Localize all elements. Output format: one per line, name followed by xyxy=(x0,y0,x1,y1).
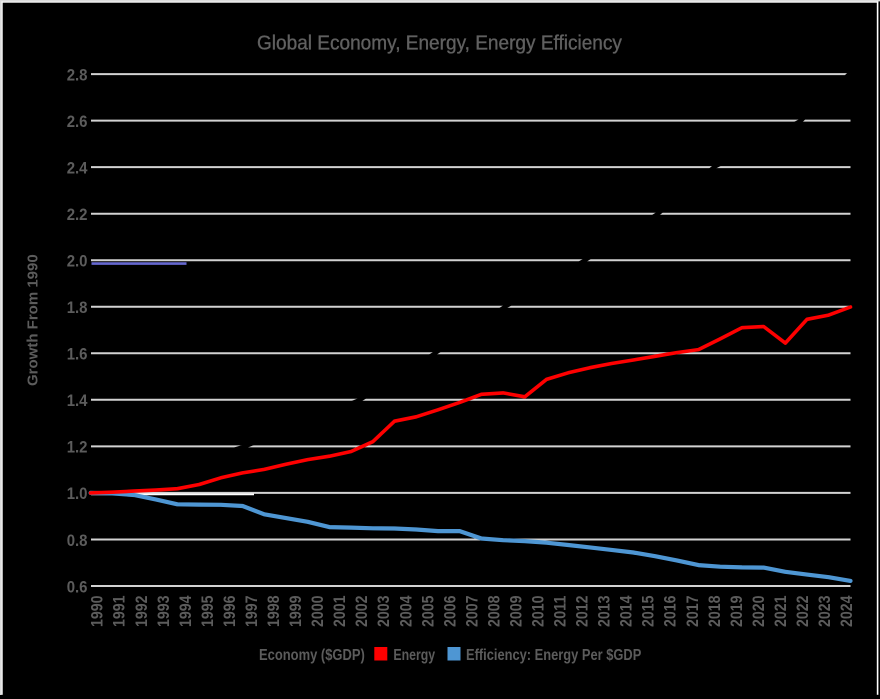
svg-text:1998: 1998 xyxy=(265,596,283,628)
svg-text:1.4: 1.4 xyxy=(67,391,88,410)
svg-text:0.6: 0.6 xyxy=(67,577,88,596)
svg-text:1.8: 1.8 xyxy=(67,298,88,317)
svg-text:2013: 2013 xyxy=(596,596,614,628)
svg-text:2021: 2021 xyxy=(772,596,790,628)
svg-text:2011: 2011 xyxy=(552,596,570,628)
svg-text:2002: 2002 xyxy=(353,596,371,628)
svg-text:1.2: 1.2 xyxy=(67,438,88,457)
svg-text:0.8: 0.8 xyxy=(67,531,88,550)
svg-text:2.8: 2.8 xyxy=(67,65,88,84)
svg-text:Economy ($GDP): Economy ($GDP) xyxy=(259,647,365,665)
svg-text:1994: 1994 xyxy=(177,595,195,627)
svg-text:1995: 1995 xyxy=(199,596,217,628)
svg-text:2.2: 2.2 xyxy=(67,205,88,224)
svg-text:2023: 2023 xyxy=(816,596,834,628)
svg-text:1993: 1993 xyxy=(155,596,173,628)
svg-text:2007: 2007 xyxy=(463,596,481,628)
svg-text:2017: 2017 xyxy=(684,596,702,628)
svg-text:2018: 2018 xyxy=(706,596,724,628)
svg-text:1996: 1996 xyxy=(221,596,239,628)
svg-text:2022: 2022 xyxy=(794,596,812,628)
svg-text:2010: 2010 xyxy=(530,596,548,628)
svg-text:1990: 1990 xyxy=(89,596,107,628)
svg-text:2024: 2024 xyxy=(838,595,856,627)
svg-text:2001: 2001 xyxy=(331,596,349,628)
svg-text:Global Economy, Energy, Energy: Global Economy, Energy, Energy Efficienc… xyxy=(257,32,622,55)
svg-text:2000: 2000 xyxy=(309,596,327,628)
svg-text:2008: 2008 xyxy=(485,596,503,628)
svg-text:2.0: 2.0 xyxy=(67,252,88,271)
svg-text:2015: 2015 xyxy=(640,596,658,628)
svg-text:2.4: 2.4 xyxy=(67,158,88,177)
svg-text:2004: 2004 xyxy=(397,595,415,627)
svg-text:2020: 2020 xyxy=(750,596,768,628)
svg-text:1992: 1992 xyxy=(133,596,151,628)
svg-text:2003: 2003 xyxy=(375,596,393,628)
svg-text:1.0: 1.0 xyxy=(67,484,88,503)
svg-text:1999: 1999 xyxy=(287,596,305,628)
svg-text:2005: 2005 xyxy=(419,596,437,628)
svg-text:2014: 2014 xyxy=(618,595,636,627)
svg-text:Growth From 1990: Growth From 1990 xyxy=(25,254,42,386)
svg-text:1997: 1997 xyxy=(243,596,261,628)
svg-text:2012: 2012 xyxy=(574,596,592,628)
svg-text:2019: 2019 xyxy=(728,596,746,628)
svg-text:2.6: 2.6 xyxy=(67,112,88,131)
svg-text:Efficiency: Energy Per $GDP: Efficiency: Energy Per $GDP xyxy=(466,647,642,665)
svg-text:2009: 2009 xyxy=(508,596,526,628)
svg-text:Energy: Energy xyxy=(393,647,435,665)
svg-text:2006: 2006 xyxy=(441,596,459,628)
svg-text:1.6: 1.6 xyxy=(67,345,88,364)
svg-text:1991: 1991 xyxy=(111,596,129,628)
svg-text:2016: 2016 xyxy=(662,596,680,628)
